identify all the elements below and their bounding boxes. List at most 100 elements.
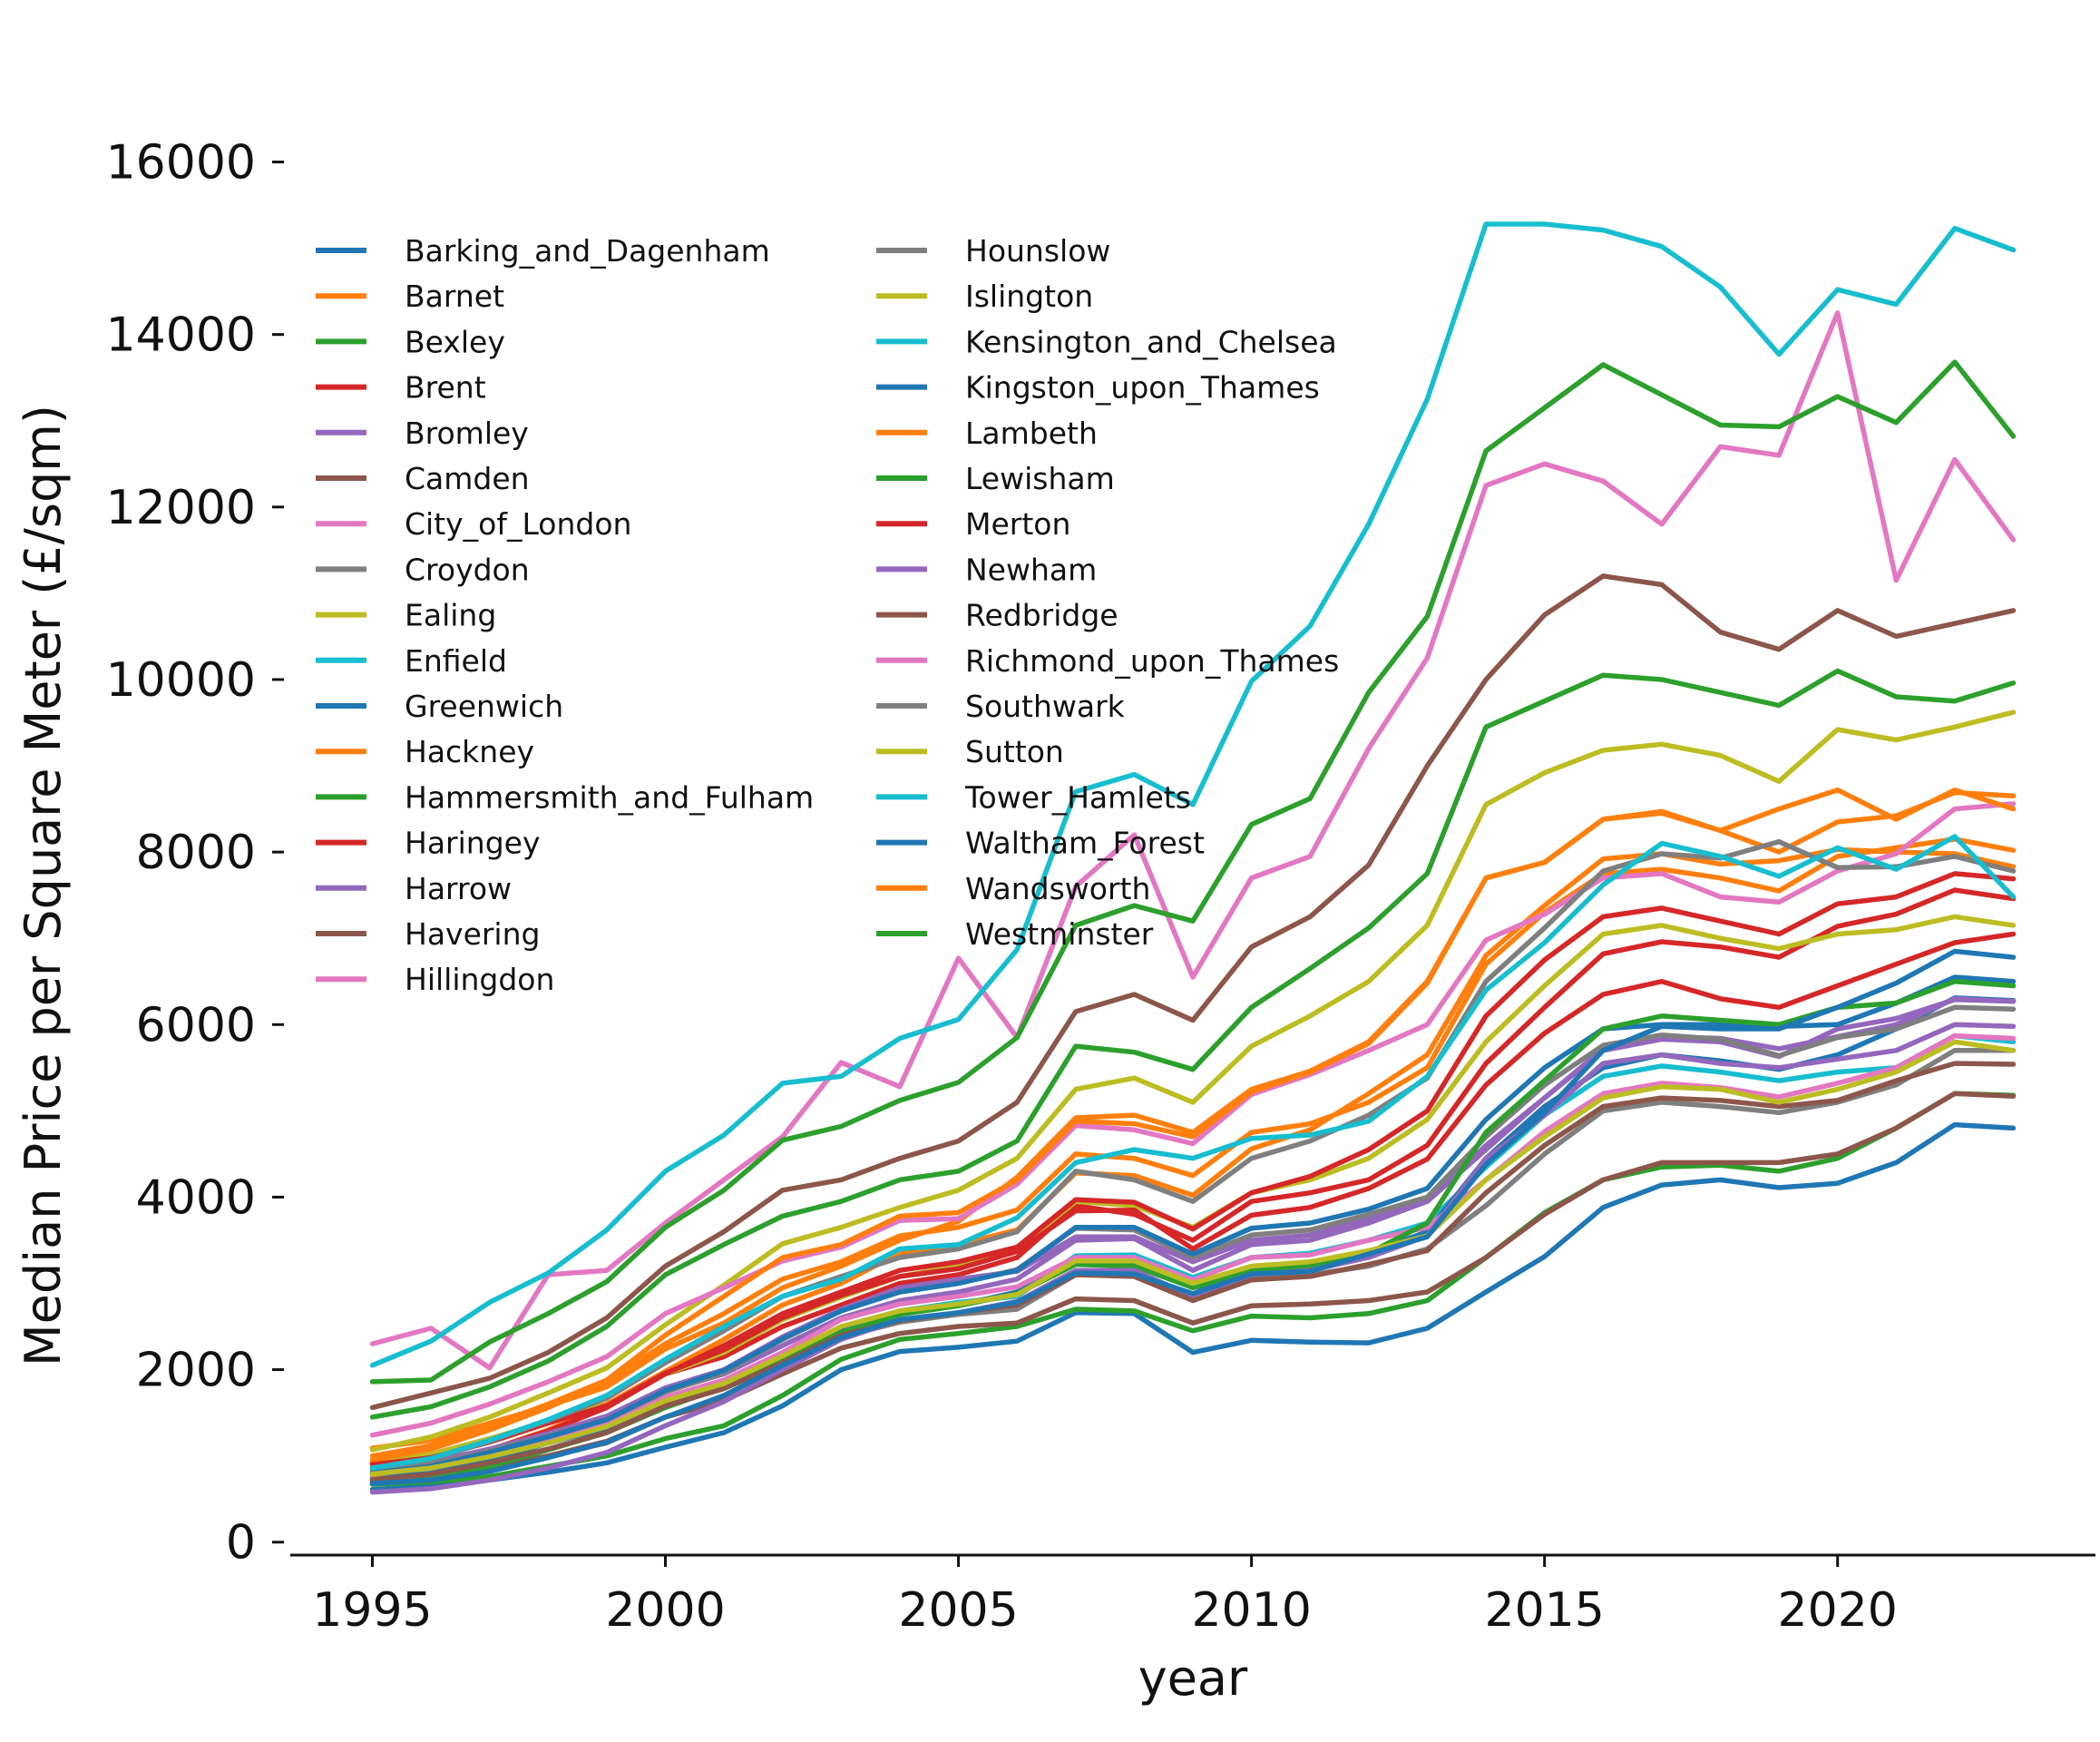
legend-label: Sutton <box>965 734 1064 769</box>
series-line-wandsworth <box>369 787 2017 1459</box>
legend-label: Lewisham <box>965 461 1115 496</box>
legend-label: Westminster <box>965 916 1154 952</box>
y-tick-label: 16000 <box>106 136 256 191</box>
legend-item-havering: Havering <box>316 916 540 952</box>
legend-item-bexley: Bexley <box>316 324 505 359</box>
legend-item-sutton: Sutton <box>876 734 1064 769</box>
legend-item-ealing: Ealing <box>316 598 496 633</box>
x-tick-label: 2005 <box>898 1583 1018 1638</box>
legend-item-hackney: Hackney <box>316 734 534 769</box>
legend-item-lambeth: Lambeth <box>876 416 1098 451</box>
legend-label: Kensington_and_Chelsea <box>965 324 1337 359</box>
x-tick-label: 2015 <box>1484 1583 1604 1638</box>
legend-label: Harrow <box>405 871 512 906</box>
x-tick-label: 2010 <box>1191 1583 1311 1638</box>
x-tick-label: 2000 <box>605 1583 725 1638</box>
y-tick-label: 2000 <box>136 1344 256 1398</box>
legend-item-islington: Islington <box>876 279 1093 314</box>
legend-item-lewisham: Lewisham <box>876 461 1115 496</box>
series-line-kingston-upon-thames <box>369 974 2017 1476</box>
legend-item-brent: Brent <box>316 370 486 406</box>
legend-label: Hillingdon <box>405 962 554 997</box>
legend-label: Richmond_upon_Thames <box>965 643 1339 679</box>
legend-item-kingston-upon-thames: Kingston_upon_Thames <box>876 370 1320 406</box>
legend-item-enfield: Enfield <box>316 643 507 679</box>
legend-label: Haringey <box>405 826 540 861</box>
series-line-tower-hamlets <box>369 834 2017 1471</box>
series-line-harrow <box>369 996 2017 1471</box>
legend-label: Hammersmith_and_Fulham <box>405 779 814 815</box>
legend-item-newham: Newham <box>876 552 1097 587</box>
x-tick-label: 2020 <box>1778 1583 1898 1638</box>
legend-item-tower-hamlets: Tower_Hamlets <box>876 779 1191 815</box>
series-line-barnet <box>369 789 2017 1451</box>
legend-item-harrow: Harrow <box>316 871 512 906</box>
legend-item-croydon: Croydon <box>316 552 530 587</box>
y-axis-title: Median Price per Square Meter (£/sqm) <box>15 405 72 1366</box>
legend-item-hammersmith-and-fulham: Hammersmith_and_Fulham <box>316 779 814 815</box>
legend-label: Brent <box>405 370 486 406</box>
legend-label: Hackney <box>405 734 534 769</box>
legend-label: Ealing <box>405 598 496 633</box>
legend: Barking_and_Dagenham Barnet Bexley Brent Bro… <box>316 233 1339 997</box>
legend-item-wandsworth: Wandsworth <box>876 871 1150 906</box>
legend-item-city-of-london: City_of_London <box>316 506 631 542</box>
x-axis-title: year <box>1138 1649 1248 1707</box>
legend-item-barnet: Barnet <box>316 279 504 314</box>
legend-item-bromley: Bromley <box>316 416 529 451</box>
series-line-bexley <box>369 1091 2017 1487</box>
series-line-richmond-upon-thames <box>369 801 2017 1438</box>
legend-label: Greenwich <box>405 689 563 724</box>
legend-label: Redbridge <box>965 598 1118 633</box>
axes: 1995 2000 2005 2010 2015 2020 0 2000 4000 6000 800… <box>106 136 2095 1638</box>
series-line-islington <box>369 710 2017 1453</box>
y-tick-label: 4000 <box>136 1170 256 1225</box>
legend-label: Barking_and_Dagenham <box>405 233 770 269</box>
legend-label: Havering <box>405 916 540 952</box>
legend-label: Croydon <box>405 552 530 587</box>
y-tick-label: 8000 <box>136 826 256 880</box>
series-line-hillingdon <box>369 1032 2017 1473</box>
y-tick-label: 14000 <box>106 308 256 363</box>
y-tick-label: 12000 <box>106 481 256 535</box>
legend-item-redbridge: Redbridge <box>876 598 1118 633</box>
series-line-waltham-forest <box>369 948 2017 1486</box>
series-line-city-of-london <box>369 310 2017 1371</box>
series-line-barking-and-dagenham <box>369 1121 2017 1492</box>
x-tick-label: 1995 <box>312 1583 432 1638</box>
series-line-westminster <box>369 359 2017 1385</box>
y-tick-label: 0 <box>226 1516 256 1571</box>
legend-label: Hounslow <box>965 233 1110 269</box>
legend-label: Waltham_Forest <box>965 826 1205 861</box>
legend-item-westminster: Westminster <box>876 916 1154 952</box>
legend-label: Kingston_upon_Thames <box>965 370 1320 406</box>
legend-item-kensington-and-chelsea: Kensington_and_Chelsea <box>876 324 1337 359</box>
legend-item-southwark: Southwark <box>876 689 1126 724</box>
legend-label: Bexley <box>405 324 505 359</box>
legend-label: Southwark <box>965 689 1126 724</box>
series-line-redbridge <box>369 1061 2017 1483</box>
legend-item-richmond-upon-thames: Richmond_upon_Thames <box>876 643 1339 679</box>
legend-label: Wandsworth <box>965 871 1150 906</box>
legend-label: Camden <box>405 461 530 496</box>
legend-item-greenwich: Greenwich <box>316 689 563 724</box>
legend-item-merton: Merton <box>876 506 1070 542</box>
legend-label: Tower_Hamlets <box>964 779 1191 815</box>
legend-label: Enfield <box>405 643 507 679</box>
legend-item-hounslow: Hounslow <box>876 233 1110 269</box>
series-line-kensington-and-chelsea <box>369 221 2017 1368</box>
series-line-camden <box>369 573 2017 1411</box>
series-line-hammersmith-and-fulham <box>369 668 2017 1420</box>
series-line-sutton <box>369 1039 2017 1477</box>
legend-item-haringey: Haringey <box>316 826 540 861</box>
legend-label: Lambeth <box>965 416 1098 451</box>
y-tick-label: 10000 <box>106 653 256 708</box>
legend-item-waltham-forest: Waltham_Forest <box>876 826 1205 861</box>
series-lines <box>369 221 2017 1495</box>
series-line-newham <box>369 1022 2017 1495</box>
legend-label: Merton <box>965 506 1070 542</box>
legend-label: Islington <box>965 279 1093 314</box>
y-tick-label: 6000 <box>136 998 256 1052</box>
